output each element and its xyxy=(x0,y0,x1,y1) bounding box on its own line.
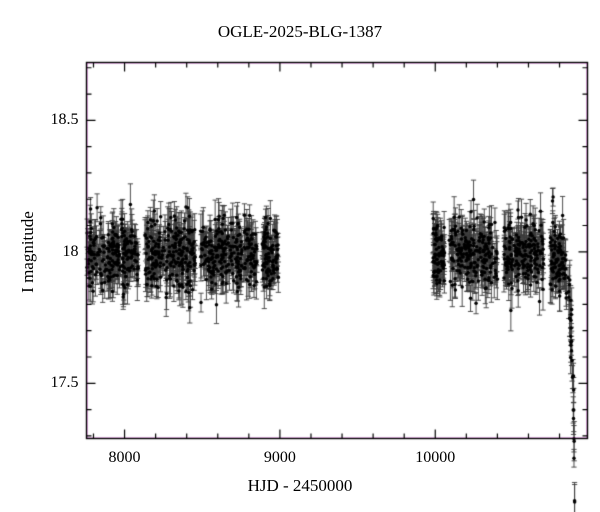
x-tick-label: 10000 xyxy=(415,448,456,466)
y-tick-label: 17.5 xyxy=(50,374,79,392)
x-tick-label: 9000 xyxy=(263,448,296,466)
page-title: OGLE-2025-BLG-1387 xyxy=(217,22,383,41)
x-axis-title: HJD - 2450000 xyxy=(247,476,353,495)
x-tick-label: 8000 xyxy=(108,448,141,466)
y-tick-label: 18 xyxy=(62,242,79,260)
y-tick-label: 18.5 xyxy=(50,111,79,129)
